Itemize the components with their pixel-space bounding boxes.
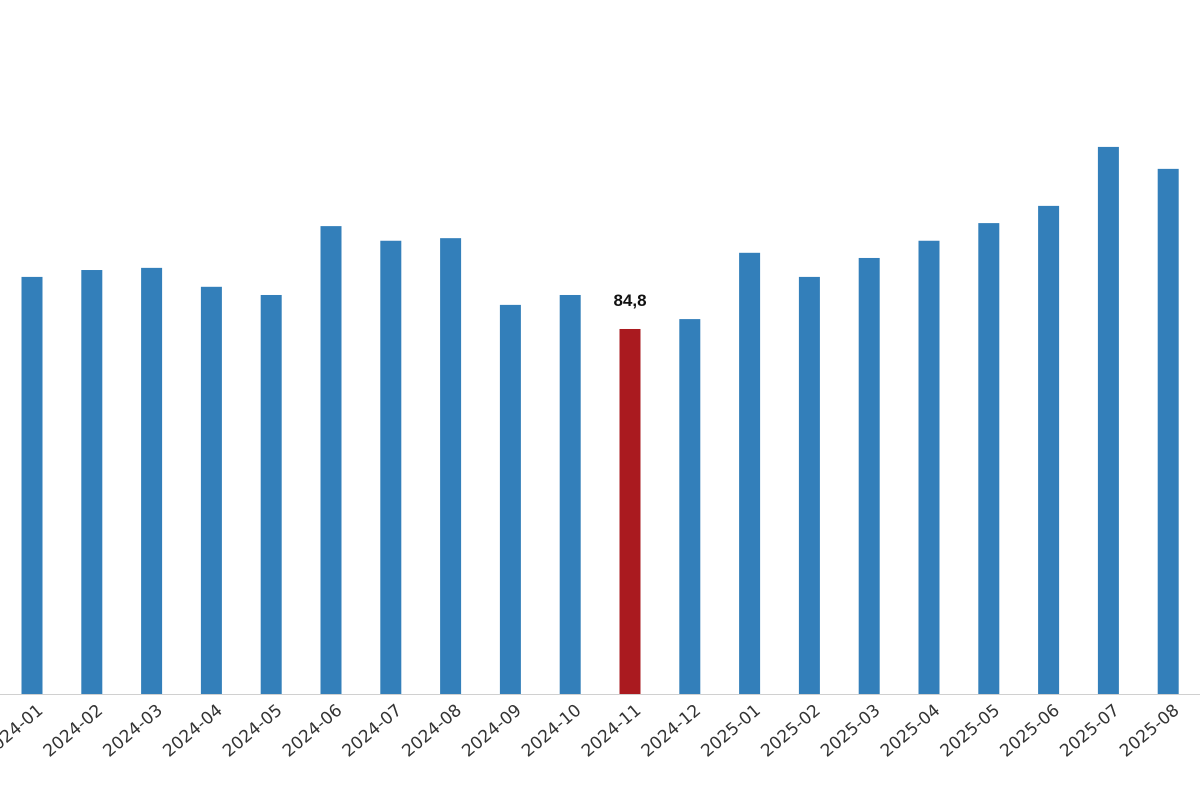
data-label: 84,8 bbox=[613, 291, 646, 310]
x-tick-label: 2024-09 bbox=[458, 701, 525, 762]
bar bbox=[200, 286, 222, 694]
bar bbox=[21, 276, 43, 694]
bar bbox=[978, 223, 1000, 694]
x-tick-label: 2024-04 bbox=[159, 701, 226, 762]
bar bbox=[918, 240, 940, 694]
x-tick-label: 2024-12 bbox=[638, 701, 705, 762]
x-tick-label: 2025-02 bbox=[757, 701, 824, 762]
bar bbox=[739, 252, 761, 694]
bar bbox=[81, 270, 103, 694]
x-tick-label: 2024-08 bbox=[399, 701, 466, 762]
x-tick-label: 2025-06 bbox=[997, 701, 1064, 762]
x-tick-label: 2024-05 bbox=[219, 701, 286, 762]
x-tick-label: 2024-07 bbox=[339, 701, 406, 762]
x-tick-label: 2024-06 bbox=[279, 701, 346, 762]
bar bbox=[679, 319, 701, 694]
x-tick-label: 2025-08 bbox=[1116, 701, 1183, 762]
bar bbox=[1157, 168, 1179, 694]
bar bbox=[260, 294, 282, 694]
x-tick-label: 2025-05 bbox=[937, 701, 1004, 762]
bar bbox=[380, 240, 402, 694]
bar bbox=[559, 294, 581, 694]
bar bbox=[141, 267, 163, 694]
x-tick-label: 2024-11 bbox=[578, 701, 645, 762]
x-tick-label: 2025-01 bbox=[698, 701, 765, 762]
x-tick-label: 2024-01 bbox=[0, 701, 47, 762]
x-tick-label: 2025-04 bbox=[877, 701, 944, 762]
bar bbox=[619, 328, 641, 694]
bar bbox=[320, 226, 342, 694]
bar bbox=[858, 257, 880, 694]
bar bbox=[499, 304, 521, 694]
bar bbox=[440, 238, 462, 694]
x-tick-label: 2024-02 bbox=[40, 701, 107, 762]
x-tick-label: 2024-03 bbox=[100, 701, 167, 762]
x-tick-label: 2025-07 bbox=[1056, 701, 1123, 762]
bar bbox=[798, 276, 820, 694]
bar bbox=[1038, 205, 1060, 694]
x-tick-label: 2024-10 bbox=[518, 701, 585, 762]
bar bbox=[1097, 146, 1119, 694]
x-tick-label: 2025-03 bbox=[817, 701, 884, 762]
